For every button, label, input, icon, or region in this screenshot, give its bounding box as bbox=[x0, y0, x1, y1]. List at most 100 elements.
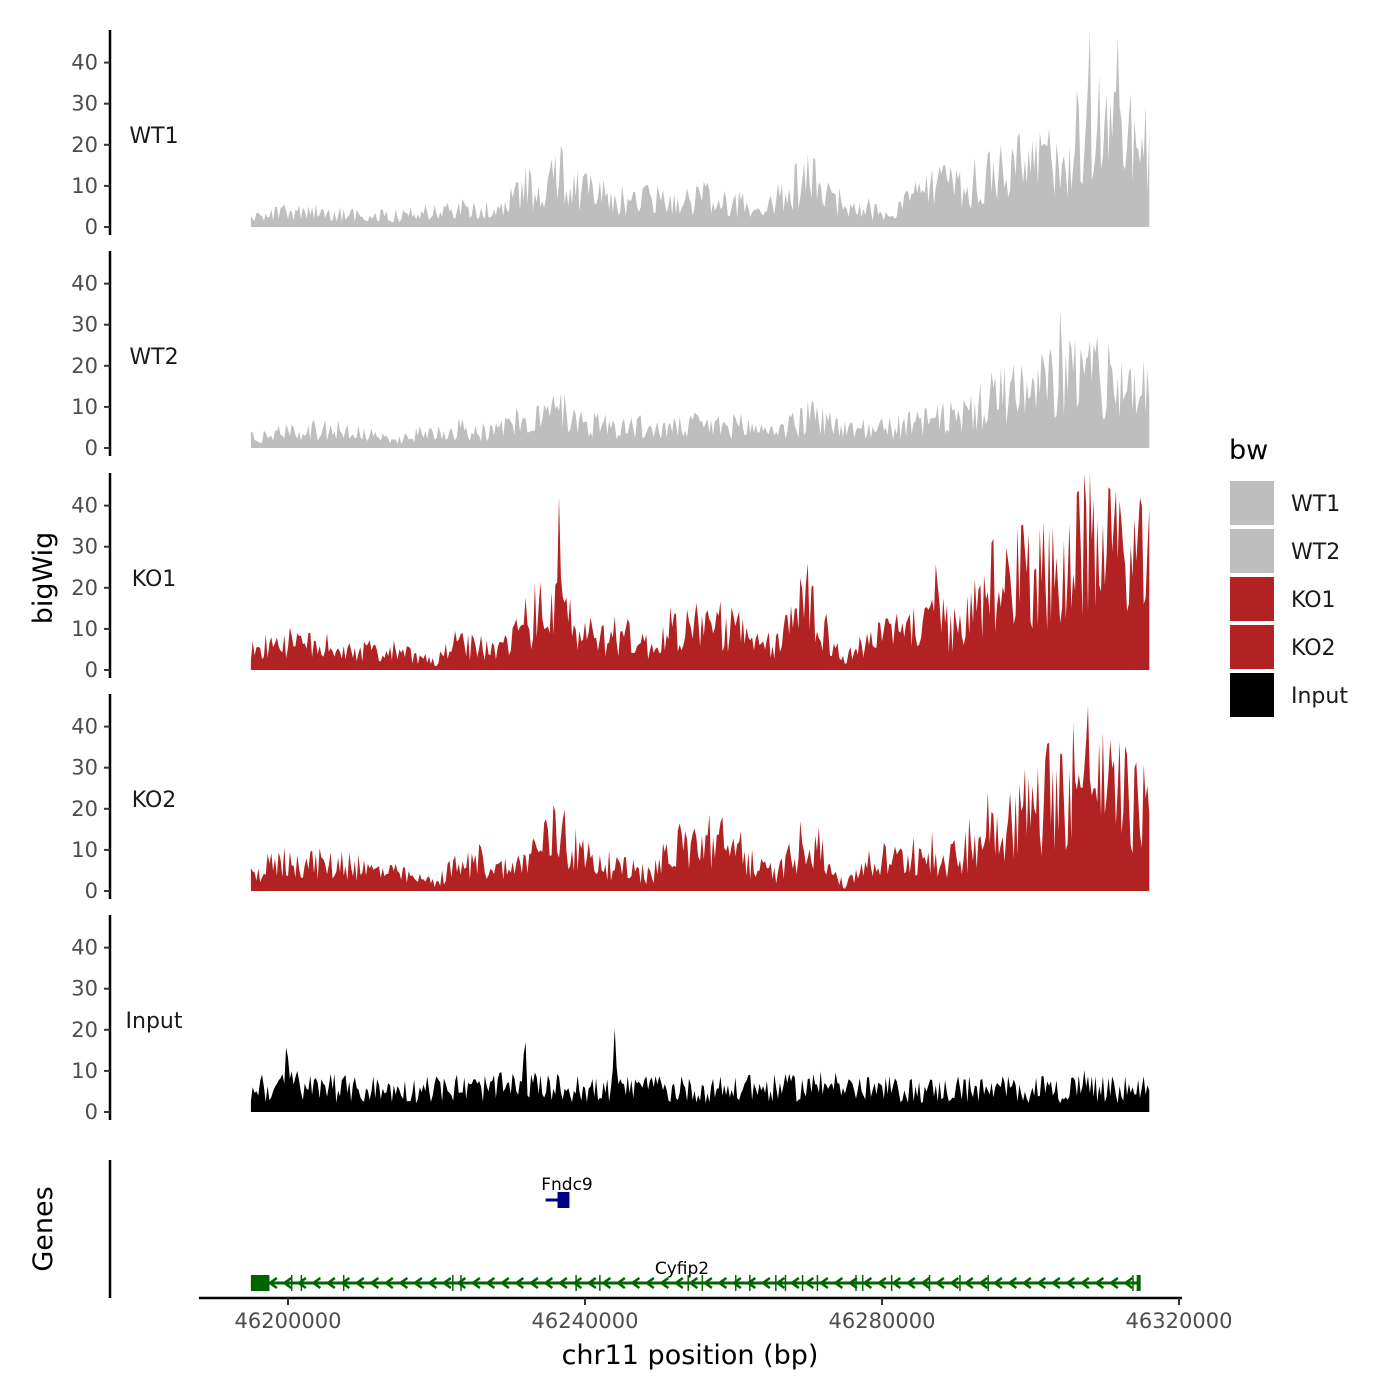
coverage-area-wt1 bbox=[250, 30, 1150, 227]
strand-arrow bbox=[383, 1276, 394, 1290]
track-wt2: 0 10 20 30 40 WT2 bbox=[71, 251, 1150, 460]
strand-arrow bbox=[746, 1276, 757, 1290]
strand-arrow bbox=[630, 1276, 641, 1290]
x-tick-label: 46200000 bbox=[235, 1309, 342, 1333]
exon-block bbox=[557, 1192, 570, 1208]
coverage-area-ko2 bbox=[250, 706, 1150, 891]
strand-arrow bbox=[644, 1276, 655, 1290]
strand-arrow bbox=[514, 1276, 525, 1290]
track-label: KO2 bbox=[132, 788, 177, 813]
x-axis-title: chr11 position (bp) bbox=[562, 1340, 819, 1371]
track-input: 0 10 20 30 40 Input bbox=[71, 915, 1150, 1124]
legend-swatch bbox=[1228, 527, 1276, 575]
y-tick-label: 0 bbox=[85, 658, 98, 682]
track-label: Input bbox=[126, 1009, 183, 1034]
strand-arrow bbox=[557, 1276, 568, 1290]
y-tick-label: 40 bbox=[71, 494, 98, 518]
legend-label: KO2 bbox=[1291, 636, 1336, 661]
strand-arrow bbox=[601, 1276, 612, 1290]
y-tick-label: 10 bbox=[71, 838, 98, 862]
strand-arrow bbox=[441, 1276, 452, 1290]
y-tick-label: 30 bbox=[71, 756, 98, 780]
strand-arrow bbox=[528, 1276, 539, 1290]
strand-arrow bbox=[456, 1276, 467, 1290]
y-tick-label: 10 bbox=[71, 395, 98, 419]
y-tick-label: 40 bbox=[71, 936, 98, 960]
y-tick-label: 30 bbox=[71, 977, 98, 1001]
strand-arrow bbox=[572, 1276, 583, 1290]
strand-arrow bbox=[731, 1276, 742, 1290]
strand-arrow bbox=[543, 1276, 554, 1290]
strand-arrow bbox=[978, 1276, 989, 1290]
y-tick-label: 40 bbox=[71, 715, 98, 739]
strand-arrow bbox=[470, 1276, 481, 1290]
legend-swatch bbox=[1228, 575, 1276, 623]
x-tick-label: 46320000 bbox=[1126, 1309, 1233, 1333]
y-axis-title: bigWig bbox=[28, 532, 59, 625]
y-tick-label: 20 bbox=[71, 133, 98, 157]
strand-arrow bbox=[340, 1276, 351, 1290]
strand-arrow bbox=[659, 1276, 670, 1290]
strand-arrow bbox=[949, 1276, 960, 1290]
strand-arrow bbox=[992, 1276, 1003, 1290]
strand-arrow bbox=[1108, 1276, 1119, 1290]
y-tick-label: 20 bbox=[71, 1018, 98, 1042]
strand-arrow bbox=[499, 1276, 510, 1290]
strand-arrow bbox=[311, 1276, 322, 1290]
gene-cyfip2: Cyfip2 bbox=[250, 1259, 1141, 1291]
strand-arrow bbox=[920, 1276, 931, 1290]
strand-arrow bbox=[412, 1276, 423, 1290]
track-ko1: 0 10 20 30 40 KO1 bbox=[71, 472, 1150, 682]
y-tick-label: 10 bbox=[71, 174, 98, 198]
track-label: KO1 bbox=[132, 567, 177, 592]
strand-arrow bbox=[702, 1276, 713, 1290]
strand-arrow bbox=[789, 1276, 800, 1290]
strand-arrow bbox=[615, 1276, 626, 1290]
legend-label: WT2 bbox=[1291, 540, 1340, 565]
y-tick-label: 30 bbox=[71, 92, 98, 116]
strand-arrow bbox=[673, 1276, 684, 1290]
strand-arrow bbox=[1036, 1276, 1047, 1290]
strand-arrow bbox=[905, 1276, 916, 1290]
coverage-area-input bbox=[250, 1028, 1150, 1112]
legend-label: Input bbox=[1291, 684, 1348, 709]
y-tick-label: 10 bbox=[71, 617, 98, 641]
strand-arrow bbox=[325, 1276, 336, 1290]
strand-arrow bbox=[876, 1276, 887, 1290]
legend-swatch bbox=[1228, 671, 1276, 719]
y-tick-label: 10 bbox=[71, 1059, 98, 1083]
y-tick-label: 40 bbox=[71, 272, 98, 296]
y-tick-label: 20 bbox=[71, 354, 98, 378]
y-tick-label: 30 bbox=[71, 313, 98, 337]
track-label: WT2 bbox=[129, 345, 178, 370]
y-tick-label: 20 bbox=[71, 576, 98, 600]
legend-title: bw bbox=[1229, 435, 1268, 466]
coverage-area-ko1 bbox=[250, 472, 1150, 670]
strand-arrow bbox=[1094, 1276, 1105, 1290]
coverage-area-wt2 bbox=[250, 310, 1150, 448]
strand-arrow bbox=[586, 1276, 597, 1290]
gene-label: Cyfip2 bbox=[655, 1259, 709, 1279]
strand-arrow bbox=[282, 1276, 293, 1290]
strand-arrow bbox=[1123, 1276, 1134, 1290]
strand-arrow bbox=[1065, 1276, 1076, 1290]
strand-arrow bbox=[354, 1276, 365, 1290]
strand-arrow bbox=[1021, 1276, 1032, 1290]
legend-swatch bbox=[1228, 479, 1276, 527]
strand-arrow bbox=[818, 1276, 829, 1290]
legend-item-wt1: WT1 bbox=[1228, 479, 1340, 527]
legend: bw WT1 WT2 KO1 KO2 Input bbox=[1228, 435, 1348, 719]
strand-arrow bbox=[775, 1276, 786, 1290]
strand-arrow bbox=[934, 1276, 945, 1290]
legend-item-ko2: KO2 bbox=[1228, 623, 1336, 671]
legend-label: WT1 bbox=[1291, 492, 1340, 517]
y-tick-label: 0 bbox=[85, 879, 98, 903]
x-axis: 46200000 46240000 46280000 46320000 bbox=[199, 1296, 1233, 1333]
y-tick-label: 0 bbox=[85, 215, 98, 239]
exon-block bbox=[1136, 1275, 1141, 1291]
strand-arrow bbox=[398, 1276, 409, 1290]
legend-label: KO1 bbox=[1291, 588, 1336, 613]
x-tick-label: 46280000 bbox=[829, 1309, 936, 1333]
gene-label: Fndc9 bbox=[541, 1175, 593, 1195]
